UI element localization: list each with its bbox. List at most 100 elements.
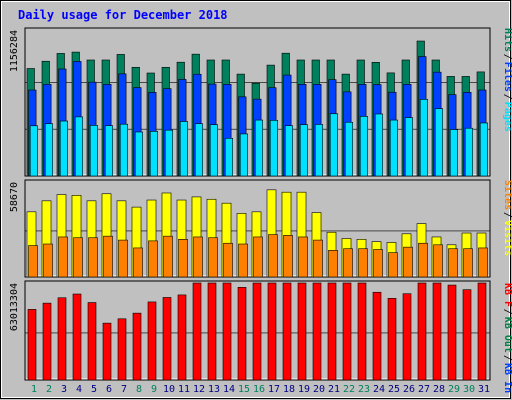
bar-pages — [119, 123, 128, 177]
x-tick-label: 21 — [328, 384, 340, 395]
x-tick-label: 24 — [373, 384, 385, 395]
legend: Sites / Visits — [502, 180, 512, 256]
bar-pages — [209, 124, 218, 177]
bar-pages — [479, 122, 489, 177]
bar-pages — [224, 138, 233, 177]
bar-kb-f — [297, 282, 307, 381]
bar-pages — [29, 125, 39, 177]
bar-pages — [374, 113, 384, 177]
legend-item: Files — [502, 62, 512, 92]
bar-pages — [74, 116, 83, 177]
x-tick-label: 14 — [223, 384, 235, 395]
legend-separator: / — [502, 355, 512, 361]
bar-kb-f — [402, 293, 412, 381]
x-tick-label: 10 — [163, 384, 175, 395]
x-tick-label: 3 — [61, 384, 67, 395]
x-tick-label: 13 — [208, 384, 220, 395]
bar-sites — [328, 249, 338, 278]
legend-separator: / — [502, 309, 512, 315]
x-tick-label: 7 — [121, 384, 127, 395]
bar-sites — [238, 243, 248, 278]
panel-hits-files-pages: 1156284 Hits / Files / Pages — [9, 27, 512, 177]
bar-kb-f — [42, 302, 52, 381]
x-tick-label: 28 — [433, 384, 445, 395]
bar-kb-f — [357, 282, 367, 381]
bar-kb-f — [462, 289, 472, 381]
bar-sites — [88, 237, 98, 278]
bar-sites — [343, 248, 353, 278]
bar-pages — [284, 125, 294, 177]
bar-sites — [418, 242, 428, 278]
bar-kb-f — [282, 282, 292, 381]
x-tick-label: 9 — [151, 384, 157, 395]
x-tick-label: 2 — [46, 384, 52, 395]
bar-pages — [404, 117, 414, 177]
legend-separator: / — [502, 212, 512, 218]
legend-separator: / — [502, 94, 512, 100]
legend-item: Pages — [502, 102, 512, 132]
bar-sites — [193, 236, 203, 278]
x-tick-label: 12 — [193, 384, 205, 395]
bar-pages — [44, 123, 54, 177]
x-tick-label: 29 — [448, 384, 460, 395]
bar-kb-f — [57, 297, 67, 381]
x-tick-label: 1 — [31, 384, 37, 395]
bar-pages — [59, 120, 69, 177]
bar-sites — [73, 237, 83, 278]
bar-sites — [373, 249, 383, 278]
x-tick-label: 4 — [76, 384, 82, 395]
x-tick-label: 5 — [91, 384, 97, 395]
legend-item: KB Out — [502, 317, 512, 353]
bar-kb-f — [267, 282, 277, 381]
x-tick-label: 27 — [418, 384, 430, 395]
y-max-label: 63013304 — [9, 283, 20, 331]
y-max-label: 58670 — [9, 182, 20, 212]
bar-kb-f — [312, 282, 322, 381]
y-max-label: 1156284 — [9, 30, 20, 72]
bar-pages — [104, 125, 113, 177]
bar-pages — [134, 131, 143, 177]
chart-title: Daily usage for December 2018 — [18, 8, 228, 22]
bar-sites — [43, 243, 53, 278]
bar-kb-f — [132, 312, 142, 381]
legend: KB F / KB Out / KB In — [502, 283, 512, 393]
bar-pages — [254, 119, 263, 177]
x-tick-label: 23 — [358, 384, 370, 395]
bar-sites — [358, 248, 368, 278]
bar-kb-f — [162, 297, 172, 381]
bar-pages — [389, 119, 399, 177]
bar-sites — [313, 239, 323, 278]
bar-kb-f — [222, 282, 232, 381]
bar-sites — [433, 244, 443, 278]
bar-pages — [344, 121, 354, 177]
bar-pages — [89, 125, 98, 177]
x-tick-label: 8 — [136, 384, 142, 395]
bar-kb-f — [72, 293, 82, 381]
bar-sites — [388, 252, 398, 278]
bar-sites — [208, 237, 218, 278]
bar-kb-f — [102, 322, 112, 381]
bar-kb-f — [327, 282, 337, 381]
bar-sites — [118, 239, 128, 278]
x-tick-label: 19 — [298, 384, 310, 395]
bar-sites — [58, 236, 68, 278]
legend-separator: / — [502, 54, 512, 60]
bar-kb-f — [252, 282, 262, 381]
legend: Hits / Files / Pages — [502, 28, 512, 132]
panel-kb: 63013304 KB F / KB Out / KB In — [9, 280, 512, 393]
bar-pages — [419, 99, 429, 177]
x-tick-label: 20 — [313, 384, 325, 395]
bar-kb-f — [207, 282, 217, 381]
x-tick-label: 22 — [343, 384, 355, 395]
bar-kb-f — [147, 301, 157, 381]
x-tick-label: 16 — [253, 384, 265, 395]
bar-kb-f — [387, 298, 397, 381]
x-tick-label: 17 — [268, 384, 280, 395]
bar-kb-f — [432, 282, 442, 381]
x-tick-label: 18 — [283, 384, 295, 395]
x-tick-label: 11 — [178, 384, 190, 395]
bar-kb-f — [447, 284, 457, 381]
